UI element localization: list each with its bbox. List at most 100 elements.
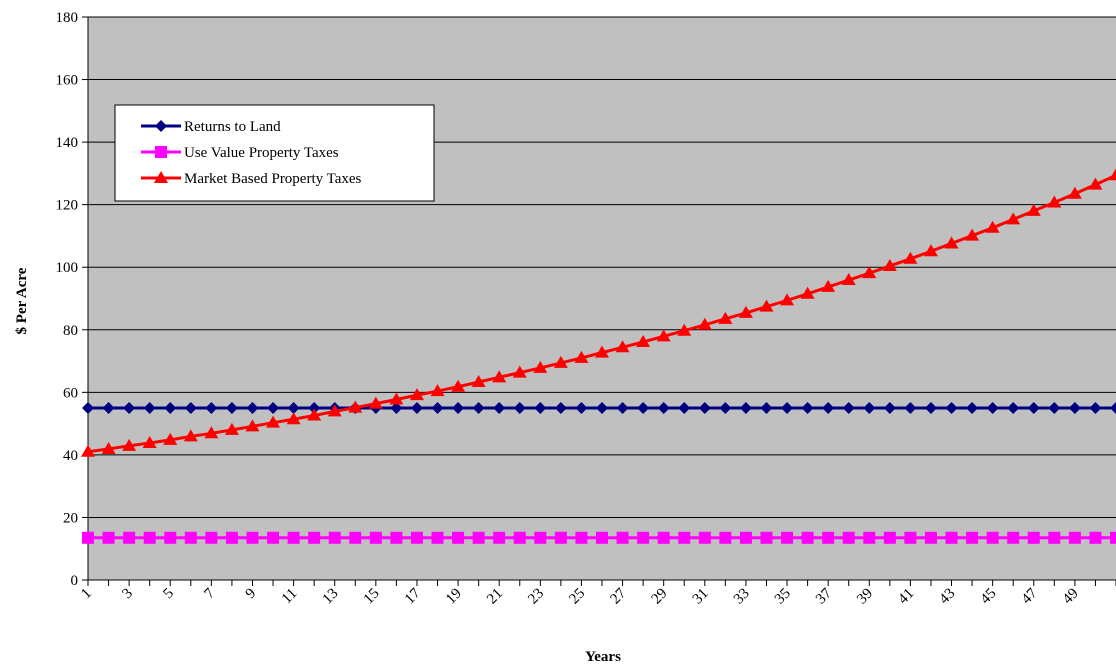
data-point bbox=[368, 396, 383, 409]
legend-marker bbox=[155, 146, 167, 158]
data-point bbox=[985, 220, 1000, 233]
data-point bbox=[759, 299, 774, 312]
data-point bbox=[410, 401, 423, 414]
data-point bbox=[821, 279, 836, 292]
data-point bbox=[863, 401, 876, 414]
data-point bbox=[245, 419, 260, 432]
legend: Returns to Land Use Value Property Taxes M… bbox=[114, 104, 435, 202]
data-point bbox=[328, 531, 341, 544]
data-point bbox=[1047, 195, 1062, 208]
data-point bbox=[348, 400, 363, 413]
data-point bbox=[553, 355, 568, 368]
data-point bbox=[1007, 401, 1020, 414]
data-point bbox=[883, 401, 896, 414]
data-point bbox=[267, 401, 280, 414]
x-tick-label: 35 bbox=[772, 586, 794, 608]
legend-entry-label: Returns to Land bbox=[184, 119, 281, 135]
y-axis-ticks: 0 20 40 60 80 100 120 140 160 180 bbox=[56, 10, 88, 589]
data-point bbox=[224, 422, 239, 435]
data-point bbox=[739, 531, 752, 544]
data-point bbox=[1007, 531, 1020, 544]
data-point bbox=[801, 531, 814, 544]
data-point bbox=[554, 531, 567, 544]
data-point bbox=[102, 531, 115, 544]
data-point bbox=[493, 401, 506, 414]
y-tick-label: 100 bbox=[56, 260, 79, 276]
data-point bbox=[554, 401, 567, 414]
y-tick-label: 120 bbox=[56, 198, 79, 214]
x-tick-label: 31 bbox=[690, 586, 712, 608]
data-point bbox=[82, 531, 94, 544]
data-point bbox=[349, 531, 362, 544]
data-point bbox=[924, 401, 937, 414]
x-tick-label: 41 bbox=[895, 586, 917, 608]
data-point bbox=[1110, 531, 1116, 544]
data-point bbox=[986, 401, 999, 414]
y-tick-label: 60 bbox=[63, 385, 78, 401]
data-point bbox=[574, 350, 589, 363]
data-point bbox=[308, 401, 321, 414]
data-point bbox=[1027, 401, 1040, 414]
data-point bbox=[636, 334, 651, 347]
data-point bbox=[143, 531, 156, 544]
series-2 bbox=[82, 531, 1116, 544]
data-point bbox=[81, 444, 95, 457]
data-point bbox=[760, 531, 773, 544]
data-point bbox=[204, 426, 219, 439]
data-point bbox=[513, 401, 526, 414]
data-point bbox=[246, 401, 259, 414]
data-point bbox=[534, 401, 547, 414]
y-tick-label: 0 bbox=[71, 573, 79, 589]
data-point bbox=[616, 531, 629, 544]
x-tick-label: 19 bbox=[443, 586, 465, 608]
data-point bbox=[183, 429, 198, 442]
data-point bbox=[327, 404, 342, 417]
data-point bbox=[698, 531, 711, 544]
data-point bbox=[575, 401, 588, 414]
data-point bbox=[862, 266, 877, 279]
data-point bbox=[451, 379, 466, 392]
x-axis-title: Years bbox=[585, 649, 621, 665]
x-tick-label: 15 bbox=[361, 586, 383, 608]
data-point bbox=[492, 370, 507, 383]
x-tick-label: 43 bbox=[936, 586, 958, 608]
series-3 bbox=[81, 168, 1116, 457]
legend-marker bbox=[154, 171, 168, 183]
data-point bbox=[760, 401, 773, 414]
data-point bbox=[1109, 168, 1116, 181]
data-point bbox=[409, 388, 424, 401]
data-point bbox=[164, 401, 177, 414]
data-point bbox=[205, 531, 218, 544]
data-point bbox=[184, 401, 197, 414]
data-point bbox=[390, 531, 403, 544]
x-tick-label: 13 bbox=[320, 586, 342, 608]
data-point bbox=[267, 531, 280, 544]
y-tick-label: 180 bbox=[56, 10, 79, 26]
data-point bbox=[163, 432, 178, 445]
data-point bbox=[246, 531, 259, 544]
data-point bbox=[534, 531, 547, 544]
data-point bbox=[102, 401, 115, 414]
data-point bbox=[389, 392, 404, 405]
data-point bbox=[863, 531, 876, 544]
x-tick-label: 25 bbox=[566, 586, 588, 608]
data-point bbox=[656, 329, 671, 342]
data-point bbox=[678, 531, 691, 544]
data-point bbox=[410, 531, 423, 544]
data-point bbox=[266, 415, 281, 428]
data-point bbox=[225, 531, 238, 544]
legend-entry-label: Market Based Property Taxes bbox=[184, 171, 362, 187]
data-point bbox=[637, 531, 650, 544]
data-point bbox=[471, 375, 486, 388]
data-point bbox=[822, 531, 835, 544]
data-point bbox=[1088, 177, 1103, 190]
data-point bbox=[904, 401, 917, 414]
data-point bbox=[123, 401, 136, 414]
data-point bbox=[882, 258, 897, 271]
data-point bbox=[452, 401, 465, 414]
plot-area bbox=[88, 17, 1116, 580]
data-point bbox=[430, 384, 445, 397]
data-point bbox=[738, 305, 753, 318]
data-point bbox=[513, 531, 526, 544]
